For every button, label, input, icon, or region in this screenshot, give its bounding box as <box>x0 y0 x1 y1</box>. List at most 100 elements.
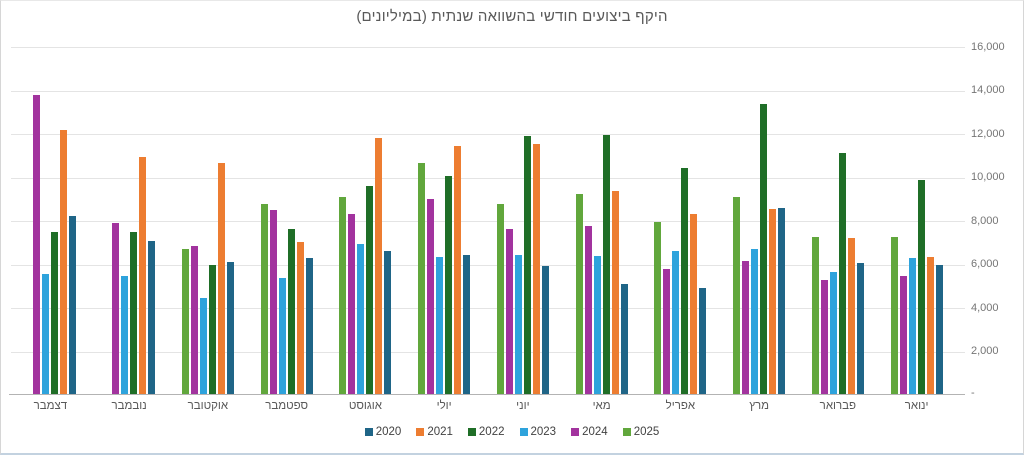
bar-2024 <box>269 210 277 395</box>
legend-item-2021: 2021 <box>416 426 453 438</box>
bar-2020 <box>148 240 156 395</box>
bar-slot <box>820 47 828 395</box>
bar-group <box>90 47 169 395</box>
bar-slot <box>856 47 864 395</box>
gridline <box>11 177 965 179</box>
bar-2024 <box>820 279 828 395</box>
bar-slot <box>226 47 234 395</box>
month-label: אוקטובר <box>187 400 229 412</box>
bar-2020 <box>856 263 864 395</box>
bar-slot <box>33 47 41 395</box>
bar-2020 <box>778 207 786 395</box>
bar-2023 <box>829 272 837 395</box>
bar-slot <box>208 47 216 395</box>
bar-2024 <box>348 214 356 395</box>
bar-slot <box>611 47 619 395</box>
bar-slot <box>121 47 129 395</box>
legend-swatch <box>571 428 580 436</box>
bar-slot <box>760 47 768 395</box>
bar-slot <box>838 47 846 395</box>
bar-group <box>169 47 248 395</box>
month-label: יולי <box>436 400 452 412</box>
bar-slot <box>139 47 147 395</box>
legend-label: 2021 <box>427 426 453 438</box>
bar-2025 <box>575 193 583 395</box>
bar-slot <box>917 47 925 395</box>
bar-2021 <box>690 214 698 395</box>
legend-item-2022: 2022 <box>467 426 505 438</box>
bar-2024 <box>899 276 907 395</box>
y-axis-tick-label: 10,000 <box>971 171 1005 183</box>
bar-2022 <box>602 135 610 395</box>
bar-2022 <box>760 103 768 395</box>
bar-slot <box>181 47 189 395</box>
bar-slot <box>348 47 356 395</box>
bar-slot <box>339 47 347 395</box>
y-axis-tick-label: 12,000 <box>971 127 1005 140</box>
legend-label: 2023 <box>530 426 557 438</box>
plot-area <box>9 47 965 395</box>
bar-slot <box>532 47 540 395</box>
bar-2023 <box>593 255 601 395</box>
bar-2020 <box>541 265 549 395</box>
bar-2024 <box>584 226 592 395</box>
bar-2025 <box>418 163 426 395</box>
bar-slot <box>811 47 819 395</box>
bar-2021 <box>217 163 225 395</box>
bar-slot <box>366 47 374 395</box>
bar-2021 <box>454 145 462 395</box>
bar-slot <box>60 47 68 395</box>
bar-slot <box>24 47 31 395</box>
gridline <box>11 351 965 353</box>
gridline <box>11 47 965 48</box>
gridline <box>11 90 965 92</box>
bar-slot <box>305 47 313 395</box>
legend: 2020 2021 2022 2023 2024 2025 <box>1 426 1023 438</box>
bar-2024 <box>742 261 750 395</box>
bar-slot <box>926 47 934 395</box>
bar-2022 <box>838 152 846 395</box>
bar-slot <box>199 47 207 395</box>
bar-2022 <box>130 231 138 395</box>
bar-2021 <box>769 209 777 395</box>
legend-item-2024: 2024 <box>571 426 608 438</box>
y-axis-tick-label: 6,000 <box>971 258 999 270</box>
bar-slot <box>190 47 198 395</box>
bar-slot <box>654 47 662 395</box>
bar-slot <box>217 47 225 395</box>
bar-2025 <box>654 222 662 395</box>
bar-2021 <box>296 241 304 395</box>
bar-group <box>247 47 326 395</box>
bar-2025 <box>260 203 268 395</box>
legend-swatch <box>519 428 528 436</box>
bar-2023 <box>751 249 759 395</box>
bar-2025 <box>733 197 741 395</box>
bar-slot <box>384 47 392 395</box>
bar-slot <box>690 47 698 395</box>
bar-2021 <box>926 256 934 395</box>
bar-2021 <box>60 129 68 395</box>
bar-slot <box>778 47 786 395</box>
x-axis-labels: דצמבר נובמבר אוקטובר ספטמבר אוגוסט יולי יוני מא… <box>11 400 956 412</box>
bar-2025 <box>181 249 189 395</box>
bar-group <box>720 47 799 395</box>
bar-slot <box>681 47 689 395</box>
bar-slot <box>663 47 671 395</box>
bar-slot <box>42 47 50 395</box>
bar-2020 <box>463 254 471 395</box>
bar-slot <box>908 47 916 395</box>
bar-2020 <box>305 257 313 395</box>
bar-2021 <box>139 156 147 395</box>
month-label: אפריל <box>665 400 696 412</box>
month-label: ספטמבר <box>265 400 309 412</box>
bar-group <box>11 47 90 395</box>
bar-2020 <box>699 288 707 395</box>
bar-group <box>641 47 720 395</box>
bar-slot <box>602 47 610 395</box>
bar-2020 <box>935 264 943 395</box>
month-label: דצמבר <box>33 400 68 412</box>
bar-2022 <box>366 186 374 395</box>
bar-2020 <box>226 262 234 395</box>
bar-slot <box>130 47 138 395</box>
